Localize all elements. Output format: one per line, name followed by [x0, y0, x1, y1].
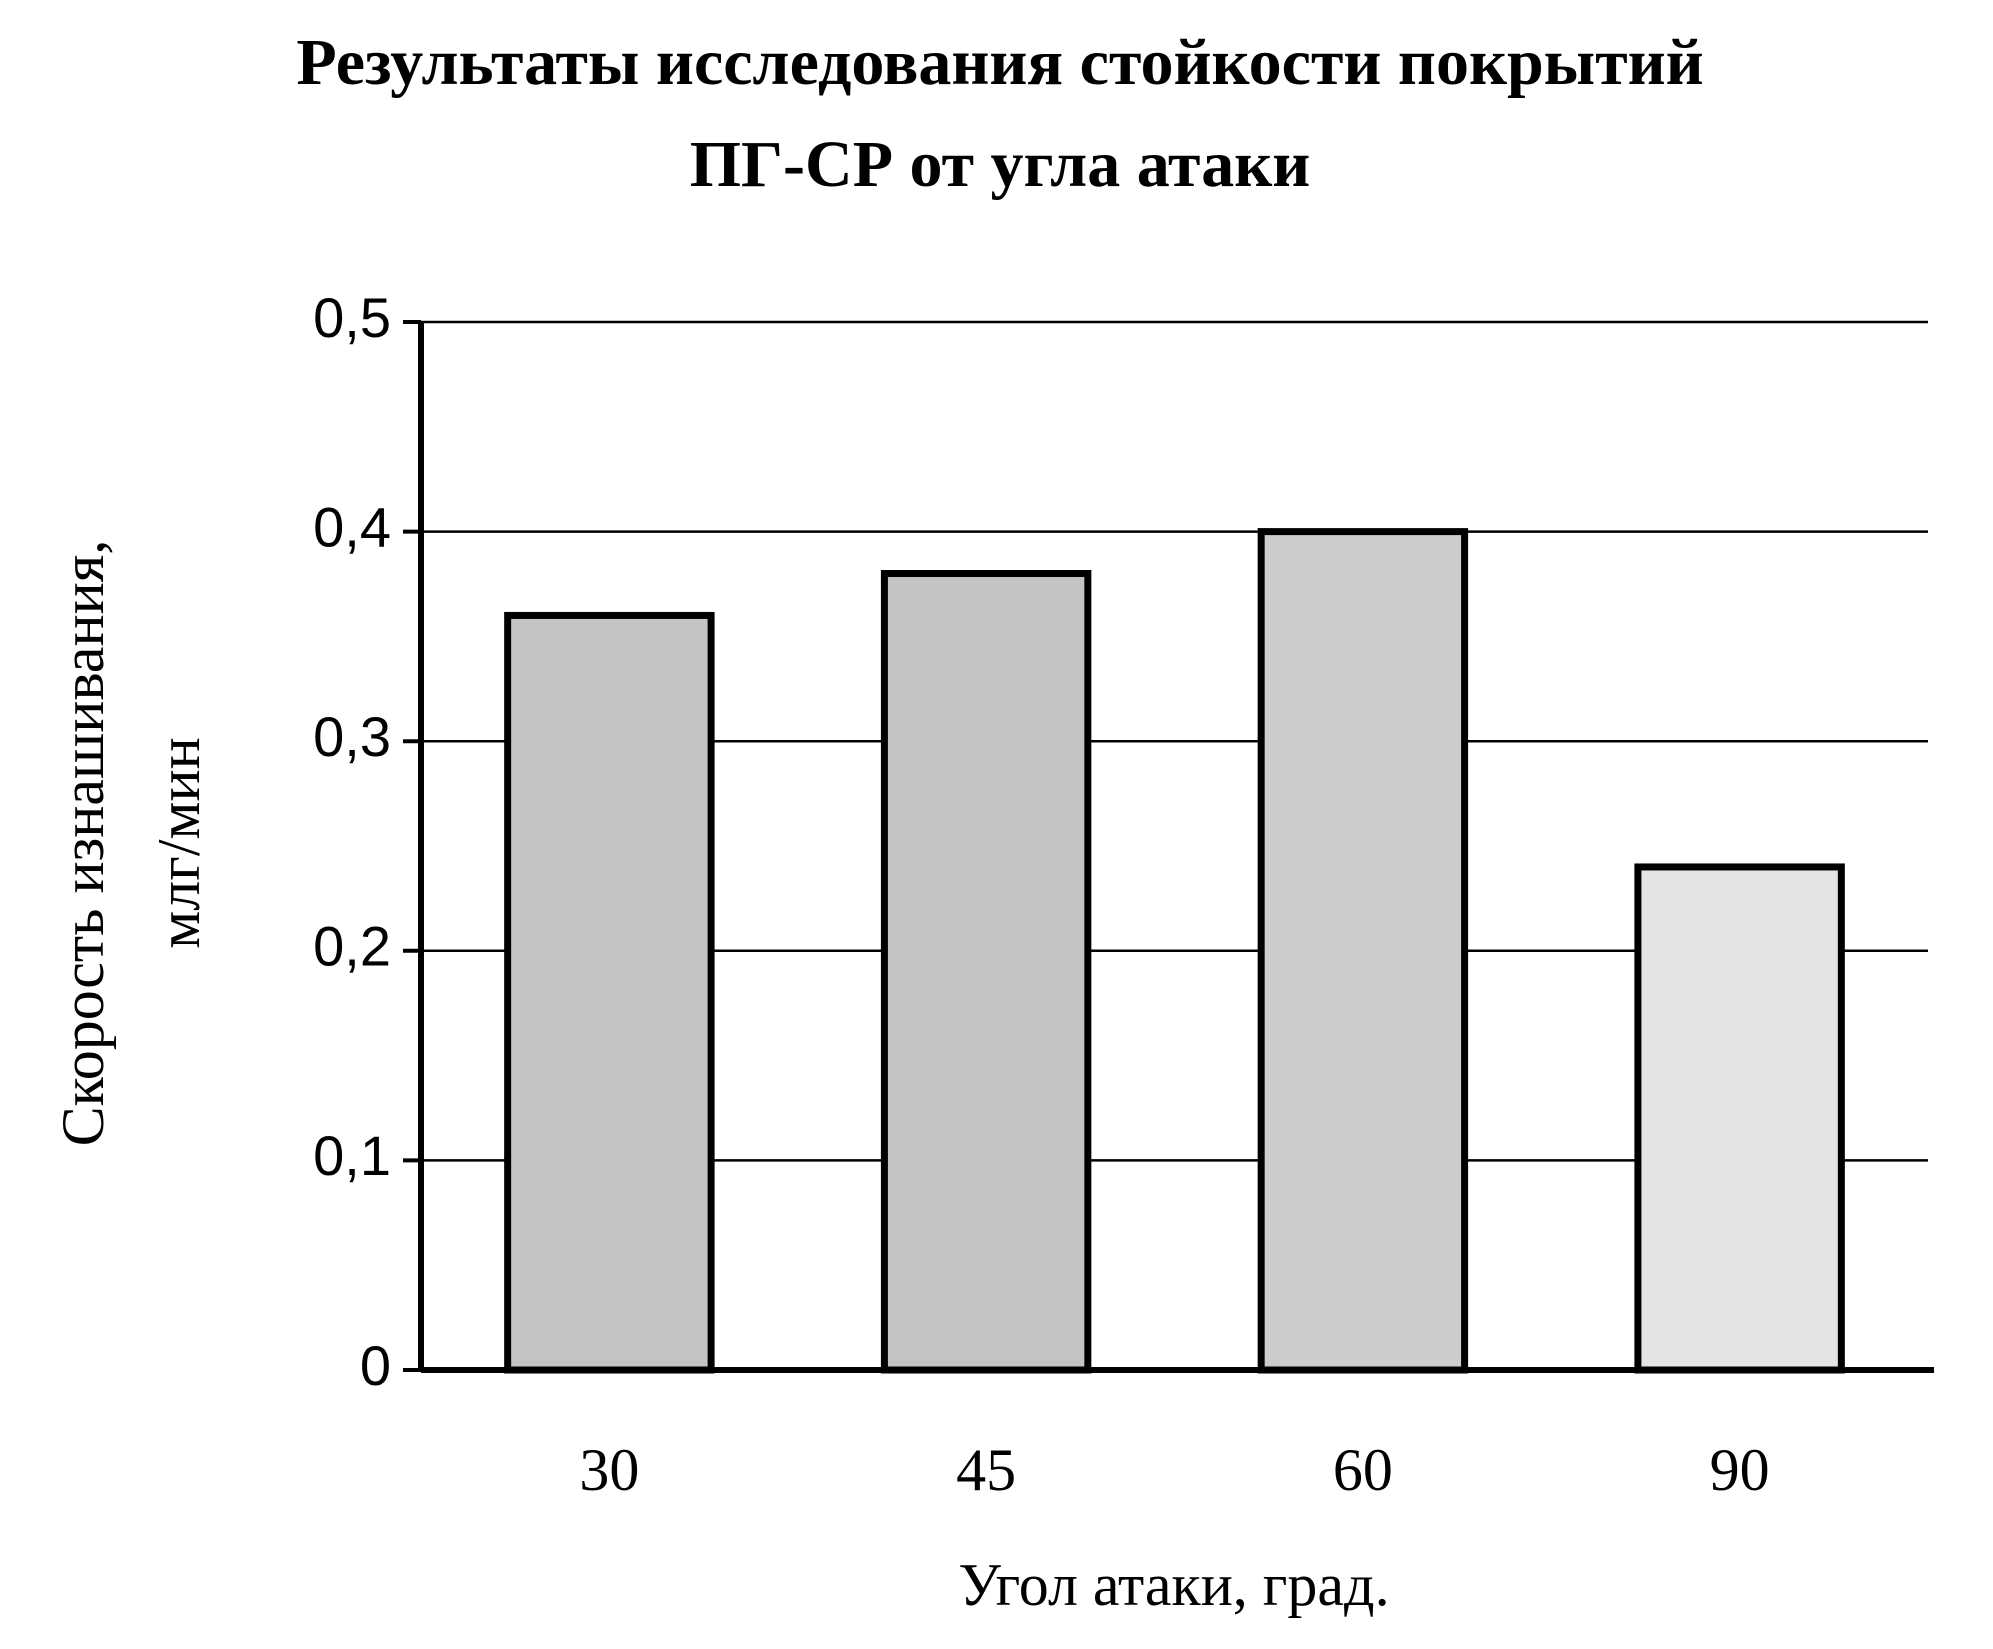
x-tick-label: 60	[1333, 1437, 1393, 1503]
x-tick-label: 90	[1710, 1437, 1770, 1503]
y-axis-label: млг/мин	[146, 737, 212, 948]
x-tick-label: 30	[579, 1437, 639, 1503]
y-tick-label: 0	[360, 1334, 391, 1397]
y-tick-label: 0,2	[313, 915, 391, 978]
chart-title: Результаты исследования стойкости покрыт…	[296, 26, 1703, 99]
y-tick-label: 0,3	[313, 705, 391, 768]
y-tick-label: 0,5	[313, 286, 391, 349]
y-tick-label: 0,1	[313, 1124, 391, 1187]
x-axis-label: Угол атаки, град.	[958, 1552, 1389, 1618]
bar	[504, 611, 715, 1374]
chart-title: ПГ-СР от угла атаки	[690, 128, 1311, 201]
y-axis-label: Скорость изнашивания,	[50, 540, 116, 1147]
y-tick-label: 0,4	[313, 495, 391, 558]
bar	[880, 570, 1092, 1374]
bar	[1257, 528, 1469, 1374]
x-tick-label: 45	[956, 1437, 1016, 1503]
bar	[1634, 863, 1845, 1374]
